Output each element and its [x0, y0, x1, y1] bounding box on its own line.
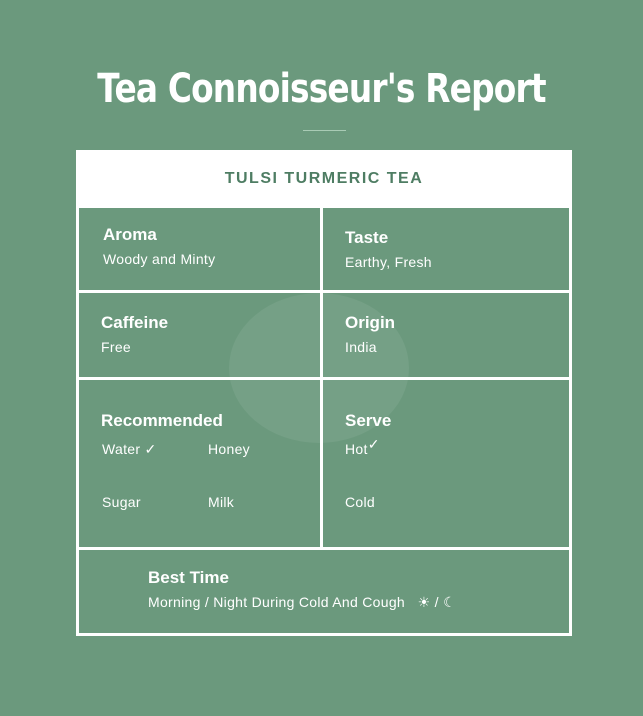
separator: /: [434, 594, 439, 610]
caffeine-cell: Caffeine Free: [101, 313, 168, 355]
best-time-value: Morning / Night During Cold And Cough: [148, 594, 406, 610]
best-time-cell: Best Time Morning / Night During Cold An…: [148, 568, 456, 611]
divider: [320, 205, 323, 548]
origin-label: Origin: [345, 313, 396, 332]
option-hot: Hot✓: [345, 436, 380, 458]
title-divider: [303, 130, 346, 131]
check-icon: ✓: [144, 441, 157, 457]
option-sugar: Sugar: [102, 494, 141, 510]
option-water: Water ✓: [102, 441, 157, 458]
best-time-label: Best Time: [148, 568, 229, 587]
option-label: Hot: [345, 441, 368, 457]
option-milk: Milk: [208, 494, 235, 510]
origin-cell: Origin India: [345, 313, 395, 355]
caffeine-label: Caffeine: [101, 313, 169, 332]
option-honey: Honey: [208, 441, 250, 457]
moon-icon: ☾: [443, 594, 456, 610]
tea-name-header: TULSI TURMERIC TEA: [79, 153, 569, 205]
divider: [79, 205, 569, 208]
recommended-label: Recommended: [101, 411, 223, 430]
page-title: Tea Connoisseur's Report: [97, 66, 546, 112]
divider: [79, 377, 569, 380]
option-cold: Cold: [345, 494, 375, 510]
watermark-tea-leaf: [229, 293, 409, 443]
check-icon: ✓: [367, 436, 380, 452]
aroma-label: Aroma: [103, 225, 157, 244]
taste-value: Earthy, Fresh: [345, 254, 432, 270]
aroma-cell: Aroma Woody and Minty: [103, 225, 215, 267]
divider: [79, 547, 569, 550]
divider: [79, 290, 569, 293]
caffeine-value: Free: [101, 339, 131, 355]
origin-value: India: [345, 339, 377, 355]
aroma-value: Woody and Minty: [103, 251, 216, 267]
sun-icon: ☀: [417, 594, 431, 610]
best-time-value-row: Morning / Night During Cold And Cough ☀ …: [148, 594, 456, 611]
taste-label: Taste: [345, 228, 389, 247]
serve-label: Serve: [345, 411, 392, 430]
option-label: Water: [102, 441, 141, 457]
taste-cell: Taste Earthy, Fresh: [345, 228, 432, 270]
report-card: TULSI TURMERIC TEA Aroma Woody and Minty…: [76, 150, 572, 636]
